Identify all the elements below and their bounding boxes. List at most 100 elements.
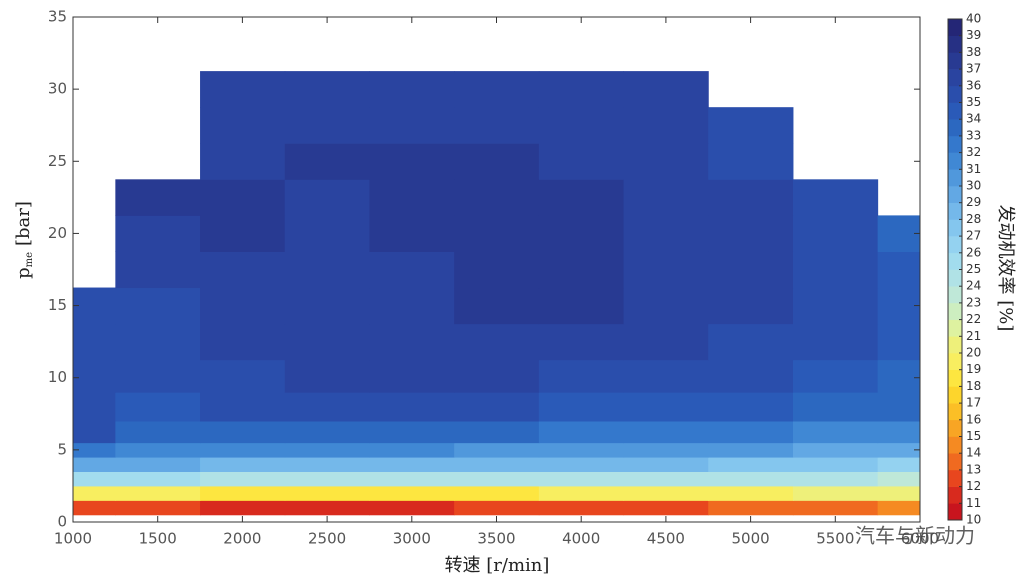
colorbar-tick-label: 29 bbox=[966, 195, 981, 209]
colorbar-tick-label: 36 bbox=[966, 78, 981, 92]
cell bbox=[369, 485, 455, 501]
cell bbox=[284, 359, 370, 393]
cell bbox=[73, 442, 116, 458]
cell bbox=[369, 471, 455, 487]
cell bbox=[877, 442, 921, 458]
cell bbox=[73, 421, 116, 444]
cell bbox=[538, 392, 625, 422]
colorbar-swatch bbox=[948, 469, 962, 487]
colorbar-tick-label: 12 bbox=[966, 479, 981, 493]
colorbar-tick-label: 13 bbox=[966, 462, 981, 476]
cell bbox=[73, 392, 116, 422]
cell bbox=[877, 359, 921, 393]
cell bbox=[369, 287, 455, 325]
cell bbox=[538, 471, 625, 487]
cell bbox=[623, 143, 709, 180]
cell bbox=[73, 457, 116, 472]
colorbar-swatch bbox=[948, 52, 962, 70]
colorbar-swatch bbox=[948, 319, 962, 337]
cell bbox=[877, 287, 921, 325]
y-tick-label: 30 bbox=[48, 80, 67, 98]
colorbar-tick-label: 35 bbox=[966, 95, 981, 109]
cell bbox=[877, 457, 921, 472]
cell bbox=[454, 323, 540, 361]
colorbar-swatch bbox=[948, 85, 962, 103]
cell bbox=[200, 457, 286, 472]
colorbar-tick-label: 30 bbox=[966, 179, 981, 193]
colorbar-swatch bbox=[948, 35, 962, 53]
colorbar-swatch bbox=[948, 336, 962, 354]
colorbar-tick-label: 21 bbox=[966, 329, 981, 343]
cell bbox=[73, 323, 116, 361]
cell bbox=[200, 392, 286, 422]
cell bbox=[792, 485, 879, 501]
cell bbox=[792, 392, 879, 422]
cell bbox=[200, 485, 286, 501]
y-tick-label: 15 bbox=[48, 296, 67, 314]
cell bbox=[200, 251, 286, 289]
colorbar-tick-label: 26 bbox=[966, 245, 981, 259]
colorbar-swatch bbox=[948, 169, 962, 187]
cell bbox=[877, 215, 921, 252]
colorbar-tick-label: 19 bbox=[966, 362, 981, 376]
cell bbox=[708, 485, 794, 501]
cell bbox=[115, 500, 201, 516]
colorbar-tick-label: 16 bbox=[966, 412, 981, 426]
cell bbox=[369, 71, 455, 108]
cell bbox=[538, 287, 625, 325]
cell bbox=[708, 287, 794, 325]
cell bbox=[877, 471, 921, 487]
x-tick-label: 3000 bbox=[393, 530, 431, 548]
cell bbox=[454, 287, 540, 325]
colorbar-swatch bbox=[948, 219, 962, 237]
cell bbox=[454, 143, 540, 180]
cell bbox=[284, 392, 370, 422]
colorbar-swatch bbox=[948, 419, 962, 437]
cell bbox=[877, 500, 921, 516]
colorbar-swatch bbox=[948, 152, 962, 170]
cell bbox=[284, 179, 370, 216]
cell bbox=[115, 323, 201, 361]
x-tick-label: 4500 bbox=[647, 530, 685, 548]
colorbar-swatch bbox=[948, 19, 962, 36]
cell bbox=[369, 442, 455, 458]
cell bbox=[708, 471, 794, 487]
x-tick-label: 3500 bbox=[477, 530, 515, 548]
colorbar-tick-label: 14 bbox=[966, 446, 981, 460]
cell bbox=[623, 421, 709, 444]
colorbar-tick-label: 11 bbox=[966, 496, 981, 510]
cell bbox=[623, 471, 709, 487]
cell bbox=[877, 392, 921, 422]
y-tick-label: 20 bbox=[48, 224, 67, 242]
cell bbox=[200, 500, 286, 516]
cell bbox=[623, 359, 709, 393]
cell bbox=[538, 323, 625, 361]
cell bbox=[792, 471, 879, 487]
colorbar-tick-label: 27 bbox=[966, 229, 981, 243]
colorbar-tick-label: 10 bbox=[966, 513, 981, 527]
colorbar-tick-label: 20 bbox=[966, 346, 981, 360]
cell bbox=[792, 287, 879, 325]
y-label-main: p bbox=[13, 267, 34, 279]
cell bbox=[708, 359, 794, 393]
cell bbox=[200, 143, 286, 180]
x-tick-label: 5000 bbox=[732, 530, 770, 548]
cell bbox=[369, 143, 455, 180]
colorbar-tick-label: 18 bbox=[966, 379, 981, 393]
cell bbox=[454, 421, 540, 444]
cell bbox=[284, 143, 370, 180]
y-tick-label: 0 bbox=[57, 513, 67, 531]
y-tick-label: 25 bbox=[48, 152, 67, 170]
cell bbox=[538, 143, 625, 180]
cell bbox=[454, 179, 540, 216]
cell bbox=[623, 392, 709, 422]
cell bbox=[708, 215, 794, 252]
colorbar-tick-label: 25 bbox=[966, 262, 981, 276]
cell bbox=[369, 457, 455, 472]
cell bbox=[792, 457, 879, 472]
cell bbox=[708, 107, 794, 144]
cell bbox=[877, 251, 921, 289]
cell bbox=[369, 107, 455, 144]
cell bbox=[73, 485, 116, 501]
cell bbox=[369, 359, 455, 393]
